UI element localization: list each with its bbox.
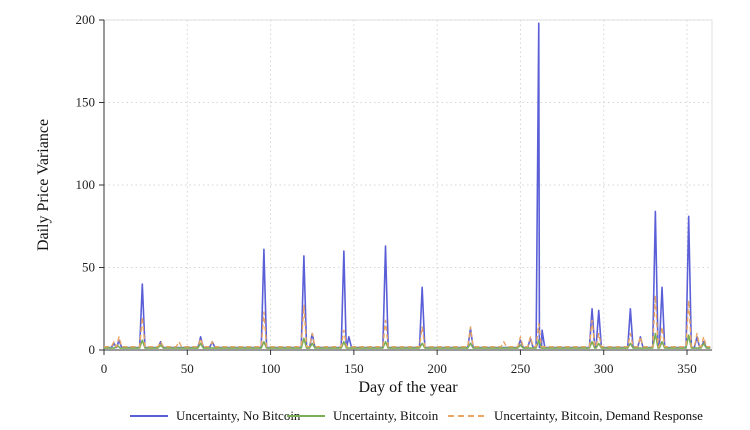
series-lines <box>104 22 711 349</box>
axes <box>99 19 712 355</box>
x-tick-label: 350 <box>677 361 697 376</box>
y-tick-label: 0 <box>89 342 96 357</box>
legend-label-2: Uncertainty, Bitcoin, Demand Response <box>494 408 703 423</box>
x-tick-label: 250 <box>511 361 531 376</box>
legend-label-0: Uncertainty, No Bitcoin <box>176 408 301 423</box>
x-tick-label: 0 <box>101 361 108 376</box>
x-tick-label: 300 <box>594 361 614 376</box>
legend-label-1: Uncertainty, Bitcoin <box>333 408 439 423</box>
x-tick-label: 50 <box>181 361 194 376</box>
y-tick-label: 100 <box>76 177 96 192</box>
tick-labels: 0 50 100 150 200 250 300 350 0 50 100 150 200 <box>76 12 697 376</box>
grid <box>103 19 713 351</box>
y-tick-label: 50 <box>82 260 95 275</box>
y-axis-title: Daily Price Variance <box>35 119 52 251</box>
x-tick-label: 150 <box>344 361 364 376</box>
x-tick-label: 200 <box>427 361 447 376</box>
x-axis-title: Day of the year <box>358 379 458 396</box>
series-line-1 <box>104 332 711 349</box>
y-tick-label: 150 <box>76 95 96 110</box>
legend: Uncertainty, No Bitcoin Uncertainty, Bitc… <box>130 408 703 423</box>
x-tick-label: 100 <box>261 361 281 376</box>
y-tick-label: 200 <box>76 12 96 27</box>
series-line-2 <box>104 294 711 348</box>
